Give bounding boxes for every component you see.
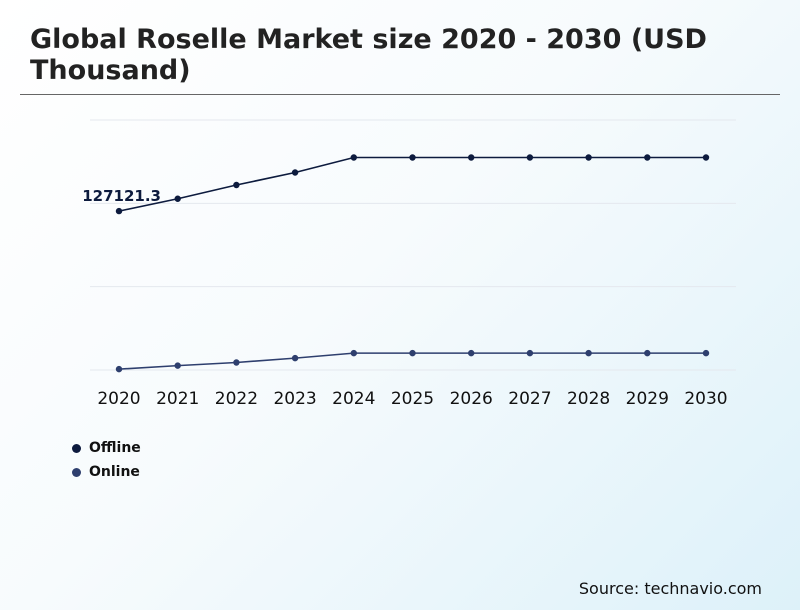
data-point-online[interactable] bbox=[233, 359, 240, 366]
x-tick-label: 2028 bbox=[567, 389, 610, 409]
data-point-offline[interactable] bbox=[174, 195, 181, 202]
data-point-online[interactable] bbox=[115, 365, 123, 373]
data-point-offline[interactable] bbox=[468, 154, 475, 161]
x-tick-label: 2023 bbox=[273, 389, 316, 409]
x-tick-label: 2027 bbox=[508, 389, 551, 409]
x-tick-label: 2025 bbox=[391, 389, 434, 409]
legend: Offline Online bbox=[72, 436, 141, 484]
data-point-online[interactable] bbox=[585, 349, 592, 357]
data-point-offline[interactable] bbox=[350, 154, 357, 161]
legend-label: Online bbox=[89, 464, 140, 480]
legend-marker-icon bbox=[72, 467, 81, 477]
legend-label: Offline bbox=[89, 440, 141, 456]
x-tick-label: 2020 bbox=[97, 389, 140, 409]
chart-title: Global Roselle Market size 2020 - 2030 (… bbox=[30, 24, 707, 86]
legend-item-online[interactable]: Online bbox=[72, 460, 141, 484]
data-point-online[interactable] bbox=[644, 349, 651, 357]
x-tick-label: 2030 bbox=[684, 389, 727, 409]
data-point-offline[interactable] bbox=[291, 169, 299, 176]
data-label: 127121.3 bbox=[82, 187, 161, 205]
x-tick-label: 2024 bbox=[332, 389, 375, 409]
data-point-online[interactable] bbox=[526, 349, 534, 357]
data-point-online[interactable] bbox=[702, 349, 710, 357]
data-point-offline[interactable] bbox=[702, 154, 710, 161]
legend-item-offline[interactable]: Offline bbox=[72, 436, 141, 460]
title-divider bbox=[20, 94, 780, 95]
x-tick-label: 2029 bbox=[626, 389, 669, 409]
data-point-online[interactable] bbox=[174, 362, 181, 369]
data-point-offline[interactable] bbox=[233, 181, 240, 189]
data-point-online[interactable] bbox=[291, 354, 299, 362]
data-point-online[interactable] bbox=[350, 349, 357, 357]
legend-marker-icon bbox=[72, 443, 81, 453]
data-point-offline[interactable] bbox=[644, 154, 651, 161]
data-point-online[interactable] bbox=[468, 349, 475, 357]
data-point-offline[interactable] bbox=[526, 154, 534, 161]
x-tick-label: 2026 bbox=[450, 389, 493, 409]
data-point-offline[interactable] bbox=[115, 207, 123, 215]
data-point-online[interactable] bbox=[409, 349, 416, 357]
x-tick-label: 2022 bbox=[215, 389, 258, 409]
x-tick-label: 2021 bbox=[156, 389, 199, 409]
data-point-offline[interactable] bbox=[409, 154, 416, 161]
data-point-offline[interactable] bbox=[585, 154, 592, 161]
source-note: Source: technavio.com bbox=[578, 579, 762, 598]
